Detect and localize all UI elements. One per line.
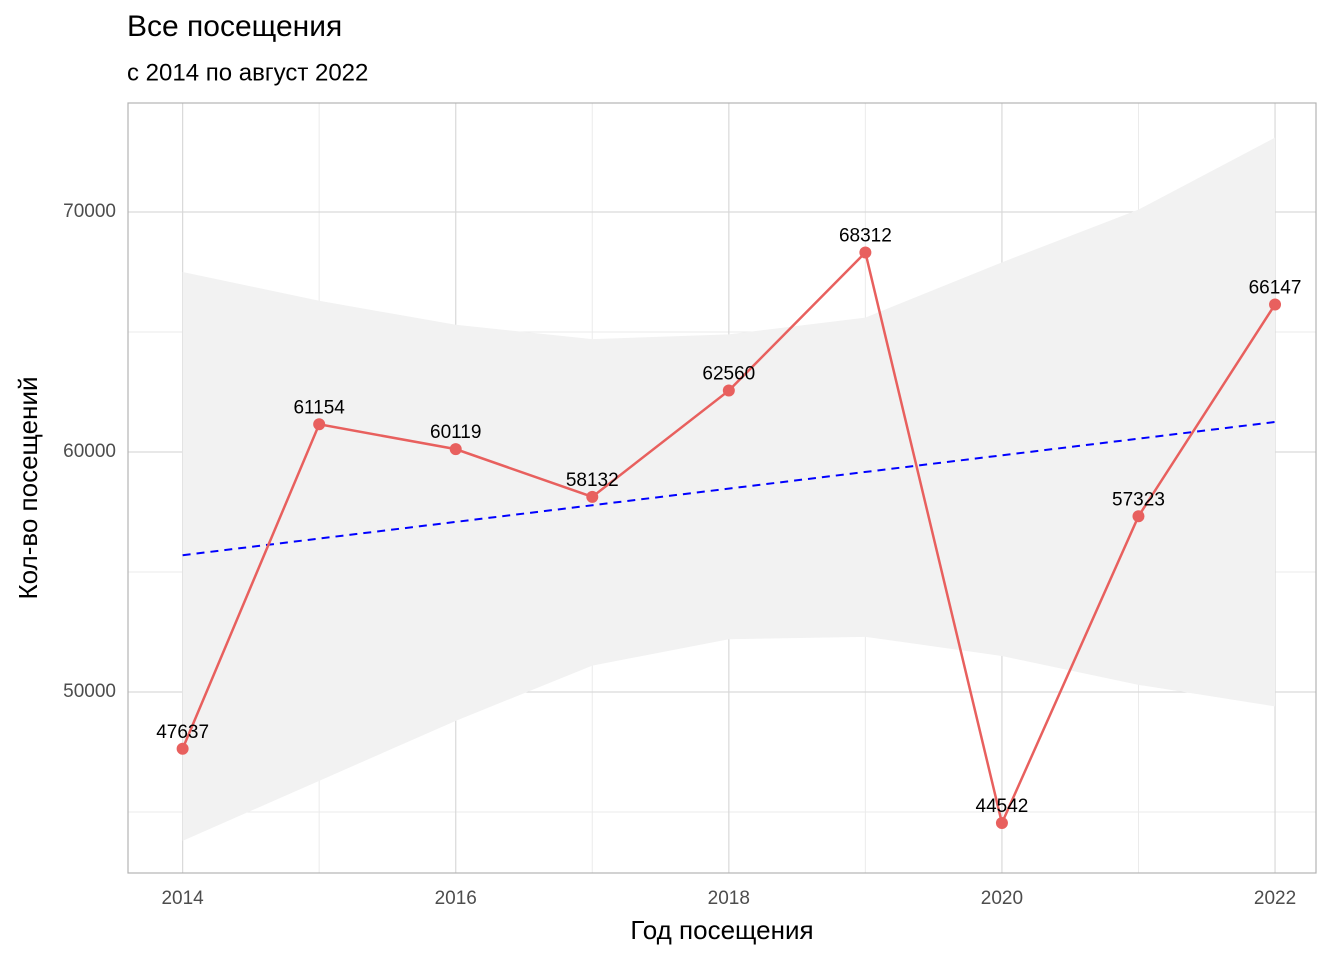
y-axis-title: Кол-во посещений <box>13 376 43 599</box>
y-tick-label: 60000 <box>63 441 116 462</box>
y-tick-label: 50000 <box>63 681 116 702</box>
data-label: 62560 <box>702 364 755 385</box>
panel-border <box>127 102 1317 874</box>
data-label: 68312 <box>839 226 892 247</box>
data-label: 58132 <box>566 470 619 491</box>
data-label: 57323 <box>1112 489 1165 510</box>
x-tick-label: 2022 <box>1254 888 1296 909</box>
data-label: 47637 <box>156 722 209 743</box>
data-label: 66147 <box>1249 277 1302 298</box>
data-point <box>859 246 872 259</box>
data-point <box>313 418 326 431</box>
data-point <box>449 443 462 456</box>
data-label: 61154 <box>293 397 345 418</box>
chart-title: Все посещения <box>127 10 342 43</box>
data-label: 44542 <box>976 796 1029 817</box>
data-point <box>176 742 189 755</box>
y-tick-label: 70000 <box>63 201 116 222</box>
data-point <box>995 817 1008 830</box>
x-axis-title: Год посещения <box>630 915 813 945</box>
x-tick-label: 2014 <box>161 888 204 909</box>
data-point <box>586 490 599 503</box>
chart-subtitle: с 2014 по август 2022 <box>127 59 368 86</box>
trend-line <box>182 421 1276 557</box>
data-point <box>1132 510 1145 523</box>
data-point <box>722 384 735 397</box>
x-tick-label: 2016 <box>435 888 477 909</box>
data-label: 60119 <box>430 422 481 443</box>
x-tick-label: 2018 <box>708 888 750 909</box>
x-tick-label: 2020 <box>981 888 1023 909</box>
data-point <box>1269 298 1282 311</box>
